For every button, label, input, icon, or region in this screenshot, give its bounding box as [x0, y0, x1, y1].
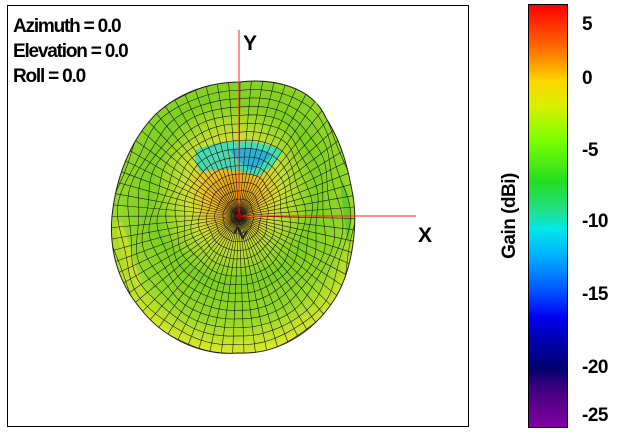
- mesh-parallel: [214, 190, 262, 242]
- mesh-meridian: [135, 215, 240, 303]
- mesh-parallel: [136, 106, 335, 328]
- mesh-parallel: [183, 156, 291, 277]
- mesh-meridian: [165, 106, 240, 217]
- mesh-meridian: [238, 184, 351, 217]
- mesh-meridian: [238, 215, 337, 296]
- mesh-meridian: [238, 120, 328, 217]
- colorbar-tick-label: 0: [582, 68, 593, 89]
- mesh-meridian: [238, 215, 355, 231]
- colorbar-tick-label: -5: [582, 140, 598, 161]
- mesh-meridian: [125, 160, 240, 217]
- mesh-parallel: [230, 207, 247, 225]
- mesh-meridian: [238, 140, 339, 217]
- mesh-parallel: [127, 97, 344, 337]
- mesh-meridian: [238, 215, 350, 264]
- mesh-meridian: [238, 88, 297, 217]
- mesh-parallel: [222, 198, 255, 234]
- mesh-meridian: [156, 113, 240, 217]
- mesh-meridian: [238, 94, 307, 217]
- x-axis-label: X: [418, 224, 433, 247]
- colorbar-tick-label: -15: [582, 284, 608, 305]
- mesh-meridian: [111, 215, 240, 240]
- mesh-meridian: [238, 215, 308, 330]
- mesh-meridian: [113, 215, 240, 251]
- mesh-meridian: [141, 130, 240, 217]
- mesh-meridian: [238, 173, 349, 217]
- coordinate-axes: [236, 30, 416, 219]
- mesh-meridian: [238, 151, 343, 217]
- right-edge-lobe: [340, 178, 352, 244]
- mesh-meridian: [238, 215, 347, 275]
- mesh-meridian: [238, 206, 355, 217]
- mesh-meridian: [238, 215, 342, 286]
- mesh-parallel: [197, 173, 276, 260]
- mesh-parallel: [205, 182, 269, 251]
- mesh-meridian: [130, 150, 240, 217]
- mesh-parallel: [165, 139, 307, 294]
- mesh-meridian: [111, 215, 240, 228]
- mesh-meridian: [135, 140, 240, 217]
- colorbar-tick-label: -10: [582, 211, 608, 232]
- mesh-parallel: [190, 165, 283, 268]
- mesh-parallel: [174, 148, 299, 285]
- y-axis-label: Y: [243, 32, 258, 55]
- roll-label: Roll = 0.0: [13, 66, 86, 87]
- colorbar-tick-label: 5: [582, 14, 593, 35]
- low-gain-core: [230, 147, 272, 170]
- mesh-meridian: [115, 193, 240, 217]
- azimuth-label: Azimuth = 0.0: [13, 16, 122, 37]
- pattern-surface: [110, 80, 356, 354]
- mesh-meridian: [177, 215, 240, 341]
- elevation-label: Elevation = 0.0: [13, 41, 129, 62]
- mesh-meridian: [150, 215, 240, 320]
- mesh-parallel: [148, 122, 319, 311]
- mesh-meridian: [113, 204, 240, 217]
- pattern-mesh: [111, 81, 355, 354]
- mesh-meridian: [158, 215, 240, 328]
- mesh-meridian: [123, 215, 240, 284]
- mesh-meridian: [238, 110, 323, 217]
- view-parameters: Azimuth = 0.0 Elevation = 0.0 Roll = 0.0: [13, 14, 129, 89]
- mesh-meridian: [115, 215, 240, 262]
- mesh-parallel: [141, 114, 326, 320]
- mesh-meridian: [174, 99, 240, 217]
- colorbar-title: Gain (dBi): [499, 173, 520, 259]
- mesh-meridian: [238, 130, 334, 217]
- mesh-meridian: [238, 215, 324, 315]
- mesh-meridian: [167, 215, 240, 335]
- mesh-meridian: [118, 182, 240, 217]
- colorbar-tick-label: -20: [582, 357, 608, 378]
- colorbar: [528, 4, 568, 428]
- colorbar-tick-label: -25: [582, 405, 608, 426]
- mesh-parallel: [117, 89, 351, 346]
- mesh-meridian: [128, 215, 240, 294]
- mesh-meridian: [238, 161, 346, 217]
- mesh-meridian: [238, 215, 316, 323]
- mesh-parallel: [156, 131, 313, 303]
